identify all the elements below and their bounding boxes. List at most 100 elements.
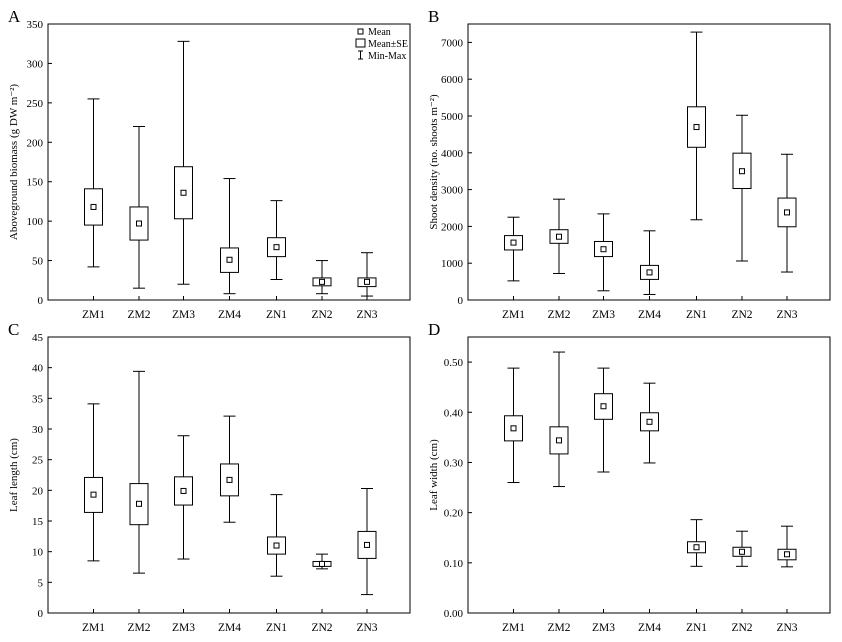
legend-minmax-label: Min-Max (368, 51, 406, 62)
y-tick-label: 15 (32, 516, 44, 528)
mean-marker (180, 487, 187, 494)
y-tick-label: 2000 (441, 221, 464, 233)
box-ZM2 (129, 126, 149, 289)
y-tick-label: 0.10 (444, 558, 464, 570)
box-ZN1 (687, 519, 706, 567)
mean-marker (510, 239, 517, 246)
box-ZM4 (220, 178, 239, 295)
y-tick-label: 7000 (441, 37, 464, 49)
x-tick-label: ZM2 (128, 309, 151, 321)
y-tick-label: 20 (32, 485, 44, 497)
mean-marker (784, 551, 790, 558)
y-axis-label: Aboveground biomass (g DW m⁻²) (8, 84, 20, 240)
panel-label: D (428, 320, 440, 339)
mean-marker (693, 544, 700, 551)
mean-marker (90, 203, 97, 210)
y-tick-label: 0 (38, 295, 44, 307)
mean-marker (646, 269, 653, 276)
mean-marker (784, 209, 790, 216)
box-ZM3 (174, 40, 193, 285)
y-tick-label: 150 (27, 177, 44, 189)
x-tick-label: ZN2 (731, 622, 752, 634)
box-ZN2 (732, 530, 752, 567)
x-tick-label: ZN2 (311, 622, 332, 634)
legend-mean-symbol (357, 28, 364, 35)
legend-se-symbol (355, 38, 366, 48)
box-ZN1 (267, 494, 286, 577)
y-tick-label: 1000 (441, 258, 464, 270)
panel-C: 0 5 10 15 20 25 30 35 40 45 ZM1 ZM2 ZM3 ZM4 ZN1 ZN2 ZN3 C… (8, 320, 411, 634)
panel-label: A (8, 7, 21, 26)
x-tick-label: ZN3 (776, 309, 797, 321)
x-tick-label: ZM2 (548, 622, 571, 634)
x-tick-label: ZN2 (311, 309, 332, 321)
y-tick-label: 0.40 (444, 407, 464, 419)
y-tick-label: 200 (27, 137, 44, 149)
mean-marker (319, 278, 325, 285)
mean-marker (90, 491, 97, 498)
y-tick-label: 5000 (441, 111, 464, 123)
box-ZM1 (504, 216, 523, 282)
x-tick-label: ZN3 (776, 622, 797, 634)
box-ZM3 (594, 213, 613, 292)
y-tick-label: 0.20 (444, 508, 464, 520)
box-ZM1 (84, 403, 103, 562)
mean-marker (136, 500, 142, 507)
box-ZM2 (129, 370, 149, 574)
mean-marker (739, 548, 745, 555)
box-ZM2 (549, 351, 569, 488)
mean-marker (739, 168, 745, 175)
x-tick-label: ZN1 (686, 309, 707, 321)
panel-B: 0 1000 2000 3000 4000 5000 6000 7000 ZM1 ZM2 ZM3 ZM… (428, 7, 831, 321)
x-tick-label: ZN3 (356, 309, 377, 321)
x-tick-label: ZN1 (266, 622, 287, 634)
mean-marker (226, 256, 233, 263)
mean-marker (273, 542, 280, 549)
y-tick-label: 30 (32, 424, 44, 436)
panel-label: C (8, 320, 19, 339)
box-ZN3 (357, 487, 377, 596)
y-tick-label: 50 (32, 256, 44, 268)
x-tick-label: ZM3 (592, 309, 615, 321)
box-ZN3 (777, 525, 797, 568)
y-axis-label: Shoot density (no. shoots m⁻²) (428, 94, 440, 230)
box-ZM2 (549, 198, 569, 275)
box-ZM3 (594, 367, 613, 473)
box-ZM3 (174, 435, 193, 560)
x-tick-label: ZM3 (592, 622, 615, 634)
y-tick-label: 300 (27, 58, 44, 70)
box-ZN1 (267, 200, 286, 280)
x-tick-label: ZM1 (82, 309, 105, 321)
y-tick-label: 6000 (441, 74, 464, 86)
x-tick-label: ZN2 (731, 309, 752, 321)
x-tick-label: ZM1 (502, 622, 525, 634)
panel-A: 0 50 100 150 200 250 300 350 ZM1 ZM2 ZM3 ZM4 ZN1 ZN2 Z… (8, 7, 411, 321)
mean-marker (364, 278, 370, 285)
y-tick-label: 4000 (441, 148, 464, 160)
box-ZN2 (312, 553, 332, 570)
x-tick-label: ZN1 (266, 309, 287, 321)
legend-se-label: Mean±SE (368, 39, 408, 50)
x-tick-label: ZM1 (502, 309, 525, 321)
x-tick-label: ZM4 (218, 622, 241, 634)
y-tick-label: 0 (38, 608, 44, 620)
y-axis-label: Leaf width (cm) (428, 439, 440, 511)
box-ZN2 (312, 260, 332, 295)
box-ZM1 (84, 98, 103, 268)
mean-marker (693, 124, 700, 131)
mean-marker (556, 233, 562, 240)
legend-mean-label: Mean (368, 27, 391, 38)
y-tick-label: 0.30 (444, 457, 464, 469)
x-tick-label: ZM4 (638, 309, 661, 321)
y-tick-label: 0 (458, 295, 464, 307)
y-tick-label: 0.00 (444, 608, 464, 620)
plot-frame (467, 336, 831, 614)
mean-marker (364, 541, 370, 548)
y-tick-label: 10 (32, 547, 44, 559)
mean-marker (646, 418, 653, 425)
x-tick-label: ZN3 (356, 622, 377, 634)
y-axis-label: Leaf length (cm) (8, 438, 20, 512)
mean-marker (319, 560, 325, 567)
mean-marker (273, 244, 280, 251)
y-tick-label: 25 (32, 455, 44, 467)
